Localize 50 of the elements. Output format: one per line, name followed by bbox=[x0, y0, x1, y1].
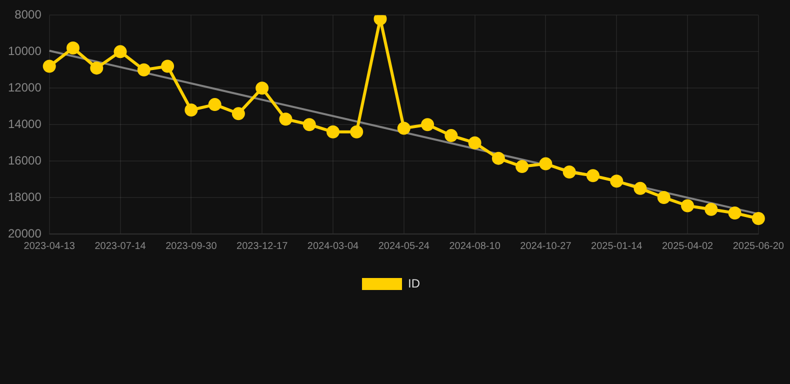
point bbox=[350, 125, 364, 138]
point bbox=[42, 60, 56, 73]
x-tick-label: 2024-08-10 bbox=[449, 240, 501, 252]
point bbox=[421, 118, 434, 132]
point bbox=[681, 199, 694, 212]
point bbox=[161, 60, 174, 73]
y-tick-label: 14000 bbox=[8, 116, 42, 131]
point bbox=[516, 160, 529, 174]
point bbox=[468, 136, 482, 150]
point bbox=[256, 82, 269, 95]
point bbox=[232, 107, 245, 120]
x-tick-label: 2024-05-24 bbox=[378, 240, 430, 252]
y-tick-label: 8000 bbox=[14, 8, 42, 22]
point bbox=[90, 62, 104, 75]
y-tick-label: 16000 bbox=[8, 153, 42, 168]
point bbox=[634, 182, 647, 195]
point bbox=[610, 174, 624, 188]
point bbox=[704, 202, 718, 216]
point bbox=[492, 152, 505, 165]
point bbox=[444, 129, 458, 142]
x-tick-label: 2024-10-27 bbox=[520, 240, 572, 252]
point bbox=[326, 125, 340, 138]
x-tick-label: 2025-04-02 bbox=[662, 240, 714, 252]
point bbox=[302, 118, 316, 132]
x-tick-label: 2023-04-13 bbox=[24, 240, 76, 252]
point bbox=[539, 157, 552, 170]
point bbox=[752, 212, 765, 225]
point bbox=[137, 63, 150, 76]
point bbox=[397, 122, 410, 135]
point bbox=[279, 112, 292, 126]
y-tick-label: 10000 bbox=[8, 44, 42, 58]
point bbox=[586, 169, 600, 182]
y-tick-label: 18000 bbox=[8, 190, 42, 204]
point bbox=[208, 98, 222, 112]
x-tick-label: 2023-07-14 bbox=[94, 240, 146, 252]
point bbox=[66, 42, 80, 55]
point bbox=[374, 15, 387, 26]
x-tick-label: 2023-09-30 bbox=[166, 240, 218, 252]
legend-label: ID bbox=[408, 276, 420, 290]
x-tick-label: 2024-03-04 bbox=[307, 240, 360, 252]
point bbox=[114, 45, 127, 58]
x-tick-label: 2023-12-17 bbox=[236, 240, 288, 252]
point bbox=[728, 206, 742, 220]
x-tick-label: 2025-01-14 bbox=[591, 240, 643, 252]
point bbox=[562, 166, 576, 179]
point bbox=[184, 104, 198, 117]
point bbox=[657, 191, 670, 204]
x-tick-label: 2025-06-20 bbox=[732, 240, 784, 252]
y-tick-label: 20000 bbox=[8, 226, 42, 240]
y-tick-label: 12000 bbox=[8, 80, 42, 94]
